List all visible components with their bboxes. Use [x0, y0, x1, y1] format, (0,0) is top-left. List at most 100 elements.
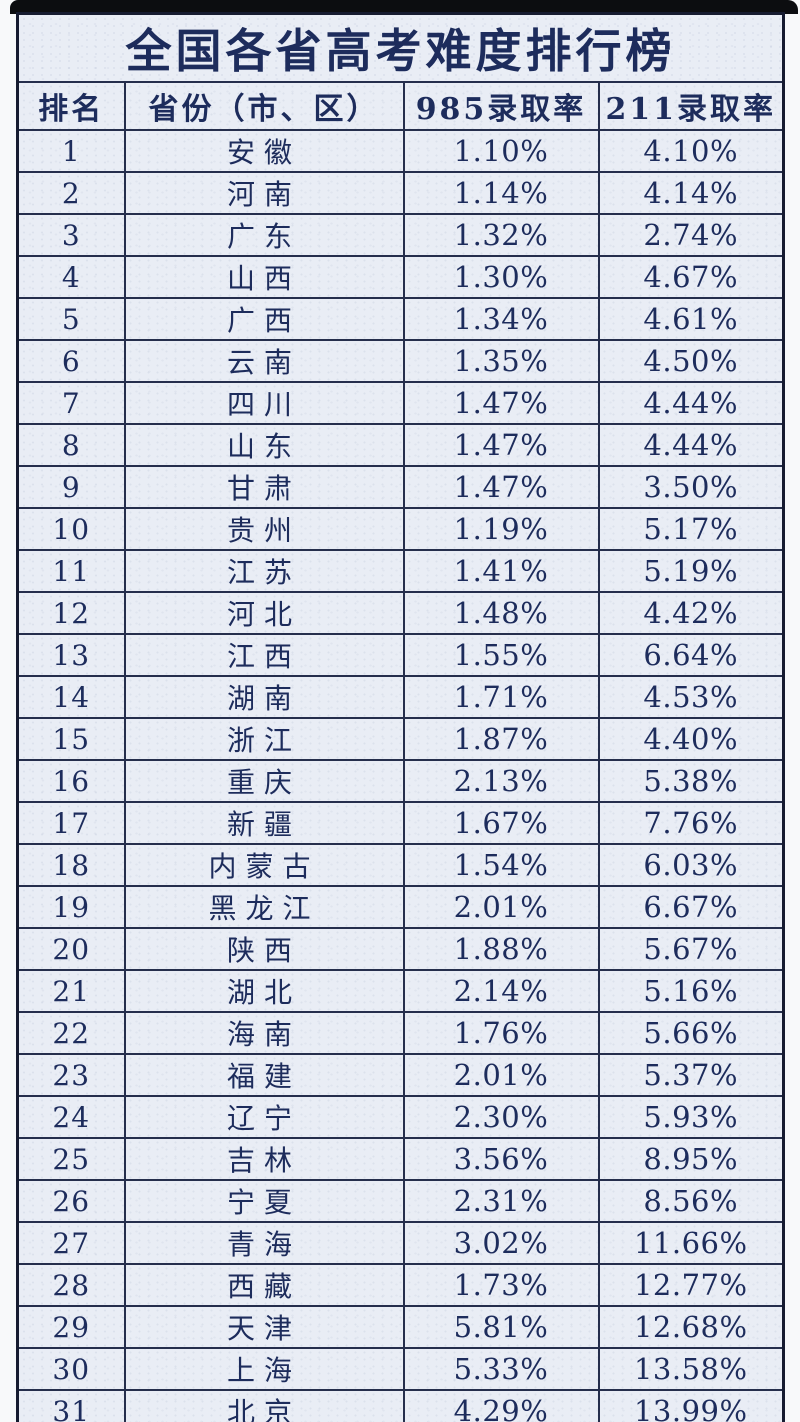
table-row: 10 贵州 1.19% 5.17% [16, 507, 785, 551]
table-row: 19 黑龙江 2.01% 6.67% [16, 885, 785, 929]
province-cell: 新疆 [123, 801, 405, 845]
rate-211-cell: 4.44% [597, 423, 785, 467]
province-cell: 宁夏 [123, 1179, 405, 1223]
rank-cell: 20 [16, 927, 126, 971]
rank-cell: 12 [16, 591, 126, 635]
rate-211-cell: 6.03% [597, 843, 785, 887]
rank-cell: 19 [16, 885, 126, 929]
province-cell: 浙江 [123, 717, 405, 761]
province-cell: 湖北 [123, 969, 405, 1013]
rate-211-cell: 4.40% [597, 717, 785, 761]
province-cell: 甘肃 [123, 465, 405, 509]
rate-985-cell: 1.67% [402, 801, 600, 845]
rank-cell: 18 [16, 843, 126, 887]
table-row: 13 江西 1.55% 6.64% [16, 633, 785, 677]
rate-985-cell: 1.54% [402, 843, 600, 887]
rate-211-cell: 8.56% [597, 1179, 785, 1223]
table-row: 8 山东 1.47% 4.44% [16, 423, 785, 467]
rate-985-cell: 1.47% [402, 381, 600, 425]
rate-985-cell: 2.01% [402, 885, 600, 929]
province-cell: 河北 [123, 591, 405, 635]
rate-211-cell: 5.93% [597, 1095, 785, 1139]
top-frame-bar [10, 0, 798, 14]
rank-cell: 8 [16, 423, 126, 467]
province-cell: 海南 [123, 1011, 405, 1055]
province-cell: 山东 [123, 423, 405, 467]
province-cell: 吉林 [123, 1137, 405, 1181]
rate-211-cell: 4.67% [597, 255, 785, 299]
province-cell: 云南 [123, 339, 405, 383]
table-row: 31 北京 4.29% 13.99% [16, 1389, 785, 1422]
rank-cell: 27 [16, 1221, 126, 1265]
rate-985-cell: 1.71% [402, 675, 600, 719]
table-row: 4 山西 1.30% 4.67% [16, 255, 785, 299]
table-row: 25 吉林 3.56% 8.95% [16, 1137, 785, 1181]
table-row: 9 甘肃 1.47% 3.50% [16, 465, 785, 509]
rate-211-cell: 4.61% [597, 297, 785, 341]
province-cell: 北京 [123, 1389, 405, 1422]
rate-211-cell: 4.50% [597, 339, 785, 383]
province-cell: 陕西 [123, 927, 405, 971]
table-row: 5 广西 1.34% 4.61% [16, 297, 785, 341]
rate-211-cell: 5.17% [597, 507, 785, 551]
rate-211-cell: 7.76% [597, 801, 785, 845]
rate-211-cell: 13.58% [597, 1347, 785, 1391]
rate-985-cell: 1.55% [402, 633, 600, 677]
rate-985-cell: 2.13% [402, 759, 600, 803]
rate-985-cell: 4.29% [402, 1389, 600, 1422]
rank-cell: 1 [16, 129, 126, 173]
table-row: 30 上海 5.33% 13.58% [16, 1347, 785, 1391]
rate-211-cell: 5.19% [597, 549, 785, 593]
rate-985-cell: 1.87% [402, 717, 600, 761]
page-title: 全国各省高考难度排行榜 [16, 12, 785, 83]
rate-211-cell: 5.66% [597, 1011, 785, 1055]
province-cell: 辽宁 [123, 1095, 405, 1139]
rank-cell: 3 [16, 213, 126, 257]
rank-cell: 29 [16, 1305, 126, 1349]
rank-cell: 10 [16, 507, 126, 551]
province-cell: 湖南 [123, 675, 405, 719]
table-row: 14 湖南 1.71% 4.53% [16, 675, 785, 719]
table-row: 26 宁夏 2.31% 8.56% [16, 1179, 785, 1223]
table-row: 15 浙江 1.87% 4.40% [16, 717, 785, 761]
rank-cell: 28 [16, 1263, 126, 1307]
rank-cell: 5 [16, 297, 126, 341]
province-cell: 江西 [123, 633, 405, 677]
rate-211-cell: 4.44% [597, 381, 785, 425]
province-cell: 山西 [123, 255, 405, 299]
col-header-985-rate: 985录取率 [402, 81, 600, 131]
rate-985-cell: 1.41% [402, 549, 600, 593]
province-cell: 安徽 [123, 129, 405, 173]
rank-cell: 14 [16, 675, 126, 719]
rate-985-cell: 5.81% [402, 1305, 600, 1349]
rate-985-cell: 1.30% [402, 255, 600, 299]
table-row: 21 湖北 2.14% 5.16% [16, 969, 785, 1013]
province-cell: 广西 [123, 297, 405, 341]
rate-985-cell: 5.33% [402, 1347, 600, 1391]
rate-985-cell: 1.47% [402, 423, 600, 467]
province-cell: 四川 [123, 381, 405, 425]
col-header-rank: 排名 [16, 81, 126, 131]
table-row: 23 福建 2.01% 5.37% [16, 1053, 785, 1097]
rate-211-cell: 4.53% [597, 675, 785, 719]
rate-211-cell: 6.64% [597, 633, 785, 677]
col-header-211-rate: 211录取率 [597, 81, 785, 131]
rank-cell: 7 [16, 381, 126, 425]
table-row: 12 河北 1.48% 4.42% [16, 591, 785, 635]
province-cell: 广东 [123, 213, 405, 257]
rate-985-cell: 1.19% [402, 507, 600, 551]
rate-985-cell: 2.31% [402, 1179, 600, 1223]
rate-211-cell: 8.95% [597, 1137, 785, 1181]
province-cell: 青海 [123, 1221, 405, 1265]
rate-985-cell: 1.73% [402, 1263, 600, 1307]
province-cell: 黑龙江 [123, 885, 405, 929]
rank-cell: 30 [16, 1347, 126, 1391]
province-cell: 天津 [123, 1305, 405, 1349]
table-row: 16 重庆 2.13% 5.38% [16, 759, 785, 803]
rank-cell: 4 [16, 255, 126, 299]
header-row: 排名 省份（市、区） 985录取率 211录取率 [16, 81, 785, 131]
province-cell: 内蒙古 [123, 843, 405, 887]
table-row: 20 陕西 1.88% 5.67% [16, 927, 785, 971]
rank-cell: 22 [16, 1011, 126, 1055]
